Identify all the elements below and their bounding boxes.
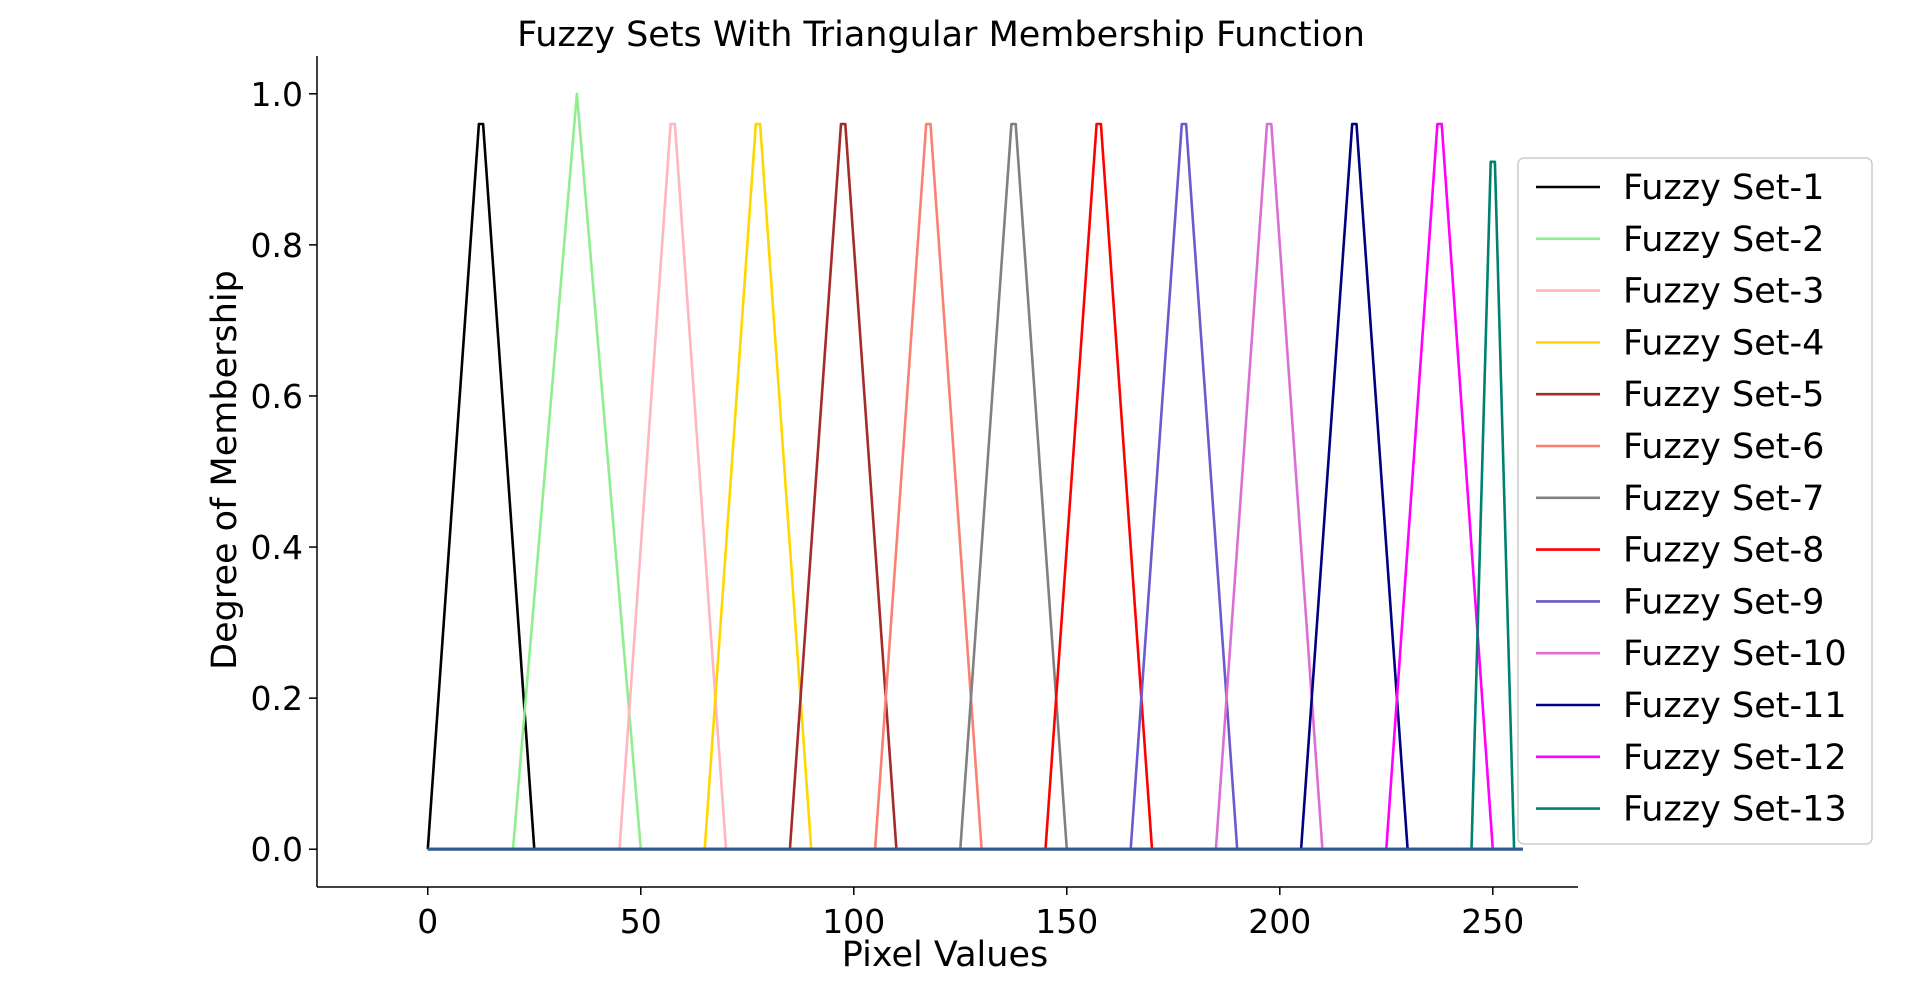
y-tick-label: 0.6 (251, 377, 303, 416)
y-tick-label: 1.0 (251, 75, 303, 114)
y-ticks: 0.0 0.2 0.4 0.6 0.8 1.0 (251, 75, 317, 869)
legend-label: Fuzzy Set-11 (1623, 686, 1847, 726)
plot-lines (426, 92, 1523, 851)
x-tick-label: 100 (822, 902, 885, 941)
legend: Fuzzy Set-1 Fuzzy Set-2 Fuzzy Set-3 Fuzzy S… (1517, 157, 1873, 845)
legend-label: Fuzzy Set-6 (1623, 427, 1824, 467)
legend-label: Fuzzy Set-2 (1623, 220, 1824, 260)
legend-label: Fuzzy Set-8 (1623, 531, 1824, 571)
legend-label: Fuzzy Set-9 (1623, 582, 1824, 622)
x-ticks: 0 50 100 150 200 250 (417, 887, 1524, 941)
x-tick-label: 200 (1248, 902, 1311, 941)
y-tick-label: 0.8 (251, 226, 303, 265)
series-line-6 (427, 122, 1523, 851)
legend-frame (1517, 157, 1873, 845)
legend-label: Fuzzy Set-4 (1623, 323, 1824, 363)
legend-items: Fuzzy Set-1 Fuzzy Set-2 Fuzzy Set-3 Fuzzy S… (1536, 168, 1847, 830)
legend-label: Fuzzy Set-12 (1623, 738, 1847, 778)
legend-label: Fuzzy Set-10 (1623, 634, 1847, 674)
legend-label: Fuzzy Set-13 (1623, 790, 1847, 830)
x-tick-label: 50 (620, 902, 662, 941)
y-axis-label: Degree of Membership (205, 270, 245, 670)
legend-label: Fuzzy Set-7 (1623, 479, 1824, 519)
x-tick-label: 150 (1035, 902, 1098, 941)
chart-title: Fuzzy Sets With Triangular Membership Fu… (517, 15, 1365, 55)
legend-label: Fuzzy Set-1 (1623, 168, 1824, 208)
y-tick-label: 0.4 (251, 528, 303, 567)
x-axis-label: Pixel Values (842, 935, 1048, 975)
legend-label: Fuzzy Set-3 (1623, 272, 1824, 312)
x-tick-label: 0 (417, 902, 438, 941)
y-tick-label: 0.0 (251, 830, 303, 869)
x-tick-label: 250 (1461, 902, 1524, 941)
series-line-2 (427, 92, 1523, 851)
y-tick-label: 0.2 (251, 679, 303, 718)
legend-label: Fuzzy Set-5 (1623, 375, 1824, 415)
